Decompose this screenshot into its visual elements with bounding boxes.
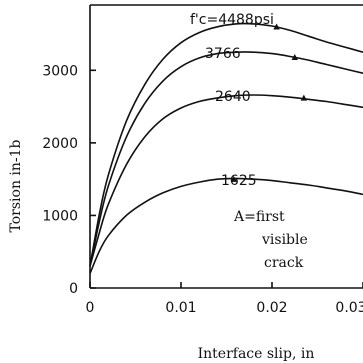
x-tick-label: 0.02 [256,300,287,316]
x-tick-label: 0 [86,300,95,316]
series-line-2 [89,51,363,267]
series-line-1 [89,22,363,267]
tick-marks [89,69,363,289]
series-label-4488: f'c=4488psi [190,12,274,28]
first-crack-marker-4 [230,175,237,182]
x-tick-label: 0.03 [335,300,363,316]
y-tick-label: 1000 [42,208,78,224]
annotation-line-3: crack [264,255,304,271]
series-label-2640: 2640 [215,89,251,105]
series-label-1625: 1625 [221,173,257,189]
y-axis-title: Torsion in-1b [8,139,24,232]
annotation-line-2: visible [261,232,308,248]
series-labels: f'c=4488psi 3766 2640 1625 [190,12,274,189]
first-crack-legend: A=first visible crack [233,209,308,271]
x-axis-title: Interface slip, in [198,346,315,362]
first-crack-marker-3 [300,94,308,101]
curves-layer [89,22,363,274]
annotation-line-1: A=first [233,209,285,225]
first-crack-marker-2 [291,53,298,60]
series-line-3 [89,94,363,267]
first-crack-marker-1 [273,23,280,30]
first-crack-markers [230,23,308,182]
y-tick-label: 2000 [42,136,78,152]
y-tick-label: 0 [69,281,78,297]
tick-labels: 0 1000 2000 3000 0 0.01 0.02 0.03 [42,63,363,316]
series-label-3766: 3766 [205,46,241,62]
axes [89,4,363,289]
x-tick-label: 0.01 [165,300,196,316]
series-line-4 [89,177,363,274]
y-tick-label: 3000 [42,63,78,79]
